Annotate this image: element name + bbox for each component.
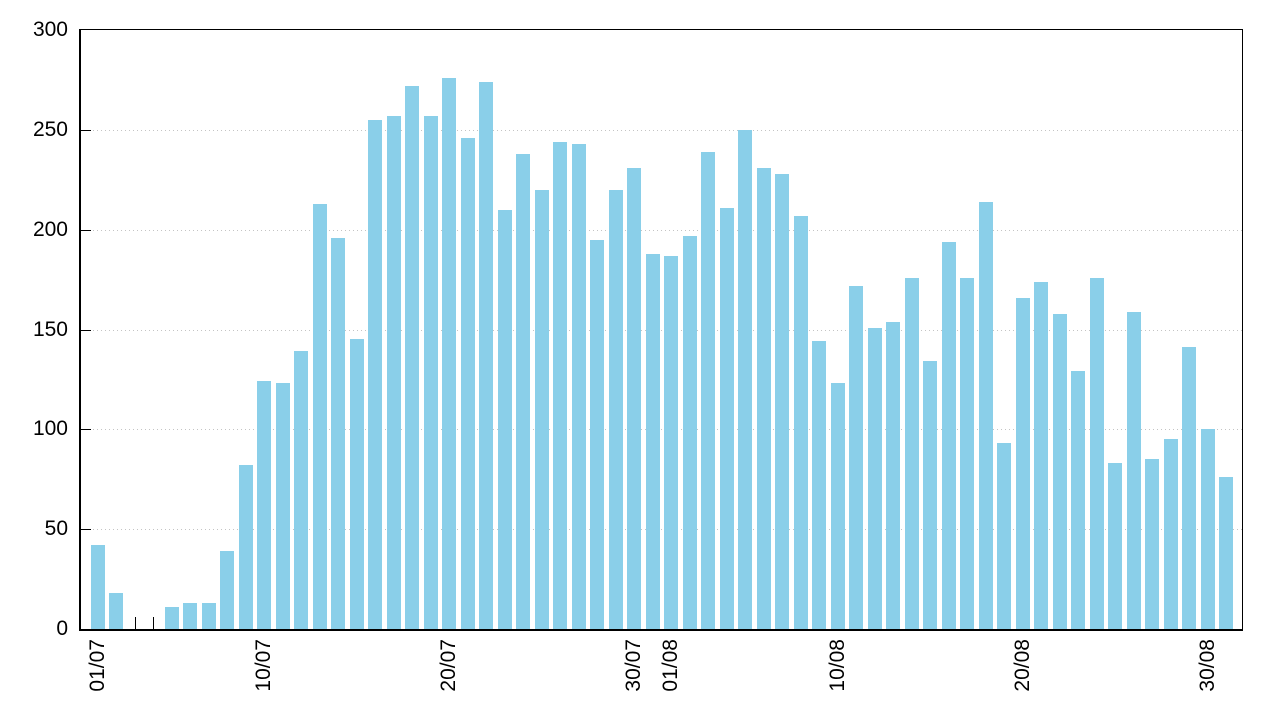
y-axis-tick-label: 0: [56, 617, 68, 640]
x-axis-day-tick: [135, 617, 136, 629]
gridline: [81, 129, 1242, 131]
bar: [886, 321, 900, 629]
bar: [1163, 439, 1178, 629]
x-axis-tick-label: 20/08: [1010, 639, 1034, 692]
bar: [331, 237, 345, 629]
bar: [386, 115, 401, 629]
bar: [275, 383, 290, 629]
bar: [923, 361, 937, 629]
y-axis-tick: [81, 129, 91, 131]
y-axis-tick-label: 200: [32, 217, 68, 241]
gridline: [81, 329, 1242, 331]
plot-area: [79, 29, 1243, 631]
bar: [109, 593, 123, 629]
bar: [941, 241, 956, 629]
bar: [1034, 281, 1048, 629]
bar: [849, 285, 863, 629]
bar: [867, 327, 882, 629]
x-axis-day-tick: [153, 617, 154, 629]
y-axis-tick: [81, 529, 91, 531]
x-axis-tick-label: 10/08: [825, 639, 849, 692]
gridline: [81, 229, 1242, 231]
bar: [904, 277, 919, 629]
bar: [1126, 311, 1141, 629]
y-axis-tick: [81, 429, 91, 431]
bar: [812, 341, 826, 629]
gridline: [81, 429, 1242, 431]
bar: [664, 255, 678, 629]
bar: [442, 77, 456, 629]
x-axis-tick-label: 30/08: [1195, 639, 1219, 692]
bar: [645, 253, 660, 629]
bar: [960, 277, 974, 629]
bar: [1071, 371, 1085, 629]
bar: [257, 381, 271, 629]
bar: [1182, 347, 1196, 629]
bar: [553, 141, 567, 629]
y-axis-tick-label: 250: [32, 117, 68, 141]
bar: [997, 443, 1011, 629]
gridline: [81, 529, 1242, 531]
bar: [719, 207, 734, 629]
bar: [349, 339, 364, 629]
x-axis-tick-label: 01/08: [659, 639, 682, 692]
bar: [1219, 477, 1233, 629]
bar: [1108, 463, 1122, 629]
bar: [830, 383, 845, 629]
y-axis-tick: [81, 229, 91, 231]
y-axis-tick-label: 300: [32, 18, 68, 41]
bar: [775, 173, 789, 629]
bar: [183, 603, 197, 629]
bar: [756, 167, 771, 629]
bar: [590, 239, 604, 629]
bar: [90, 545, 105, 629]
bar: [497, 209, 512, 629]
bar: [978, 201, 993, 629]
bar: [312, 203, 327, 629]
x-axis-tick-label: 01/07: [85, 639, 109, 692]
bar: [460, 137, 475, 629]
bar: [405, 85, 419, 629]
bar: [1015, 297, 1030, 629]
bar: [682, 235, 697, 629]
y-axis-tick: [81, 329, 91, 331]
bar: [738, 129, 752, 629]
bar: [1200, 429, 1215, 629]
bar: [164, 607, 179, 629]
bar: [1089, 277, 1104, 629]
bar: [516, 153, 530, 629]
y-axis-tick-label: 100: [32, 417, 68, 441]
x-axis-tick-label: 20/07: [437, 639, 460, 692]
bar: [1145, 459, 1159, 629]
bar: [571, 143, 586, 629]
bar: [793, 215, 808, 629]
bar: [294, 351, 308, 629]
y-axis-tick-label: 150: [32, 317, 68, 341]
bar: [608, 189, 623, 629]
bar: [1052, 313, 1067, 629]
bar: [534, 189, 549, 629]
x-axis-tick-label: 30/07: [622, 639, 645, 692]
bar: [423, 115, 438, 629]
bar: [368, 119, 382, 629]
bar: [220, 551, 234, 629]
y-axis-tick-label: 50: [44, 517, 68, 541]
bar: [479, 81, 493, 629]
bar: [238, 465, 253, 629]
x-axis-tick-label: 10/07: [252, 639, 275, 692]
bar: [201, 603, 216, 629]
bar: [627, 167, 641, 629]
bar: [701, 151, 715, 629]
